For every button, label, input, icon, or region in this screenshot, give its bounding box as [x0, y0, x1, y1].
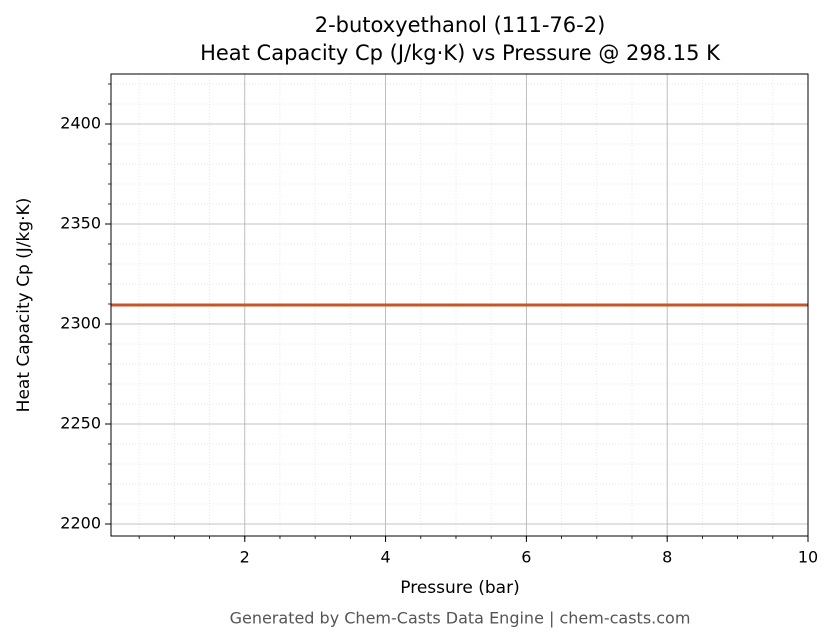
- x-tick-label: 10: [798, 548, 818, 567]
- y-tick-label: 2200: [60, 514, 101, 533]
- footer: Generated by Chem-Casts Data Engine | ch…: [230, 609, 691, 628]
- x-tick-label: 2: [240, 548, 250, 567]
- plot-frame: [110, 73, 809, 537]
- y-tick-label: 2250: [60, 414, 101, 433]
- chart-subtitle: Heat Capacity Cp (J/kg·K) vs Pressure @ …: [200, 41, 721, 65]
- x-tick-label: 4: [380, 548, 390, 567]
- y-axis-label: Heat Capacity Cp (J/kg·K): [14, 198, 34, 413]
- chart-title: 2-butoxyethanol (111-76-2): [315, 13, 606, 37]
- x-axis-label: Pressure (bar): [400, 578, 519, 598]
- x-tick-label: 6: [521, 548, 531, 567]
- y-tick-label: 2400: [60, 114, 101, 133]
- x-tick-label: 8: [662, 548, 672, 567]
- y-tick-label: 2300: [60, 314, 101, 333]
- y-tick-label: 2350: [60, 214, 101, 233]
